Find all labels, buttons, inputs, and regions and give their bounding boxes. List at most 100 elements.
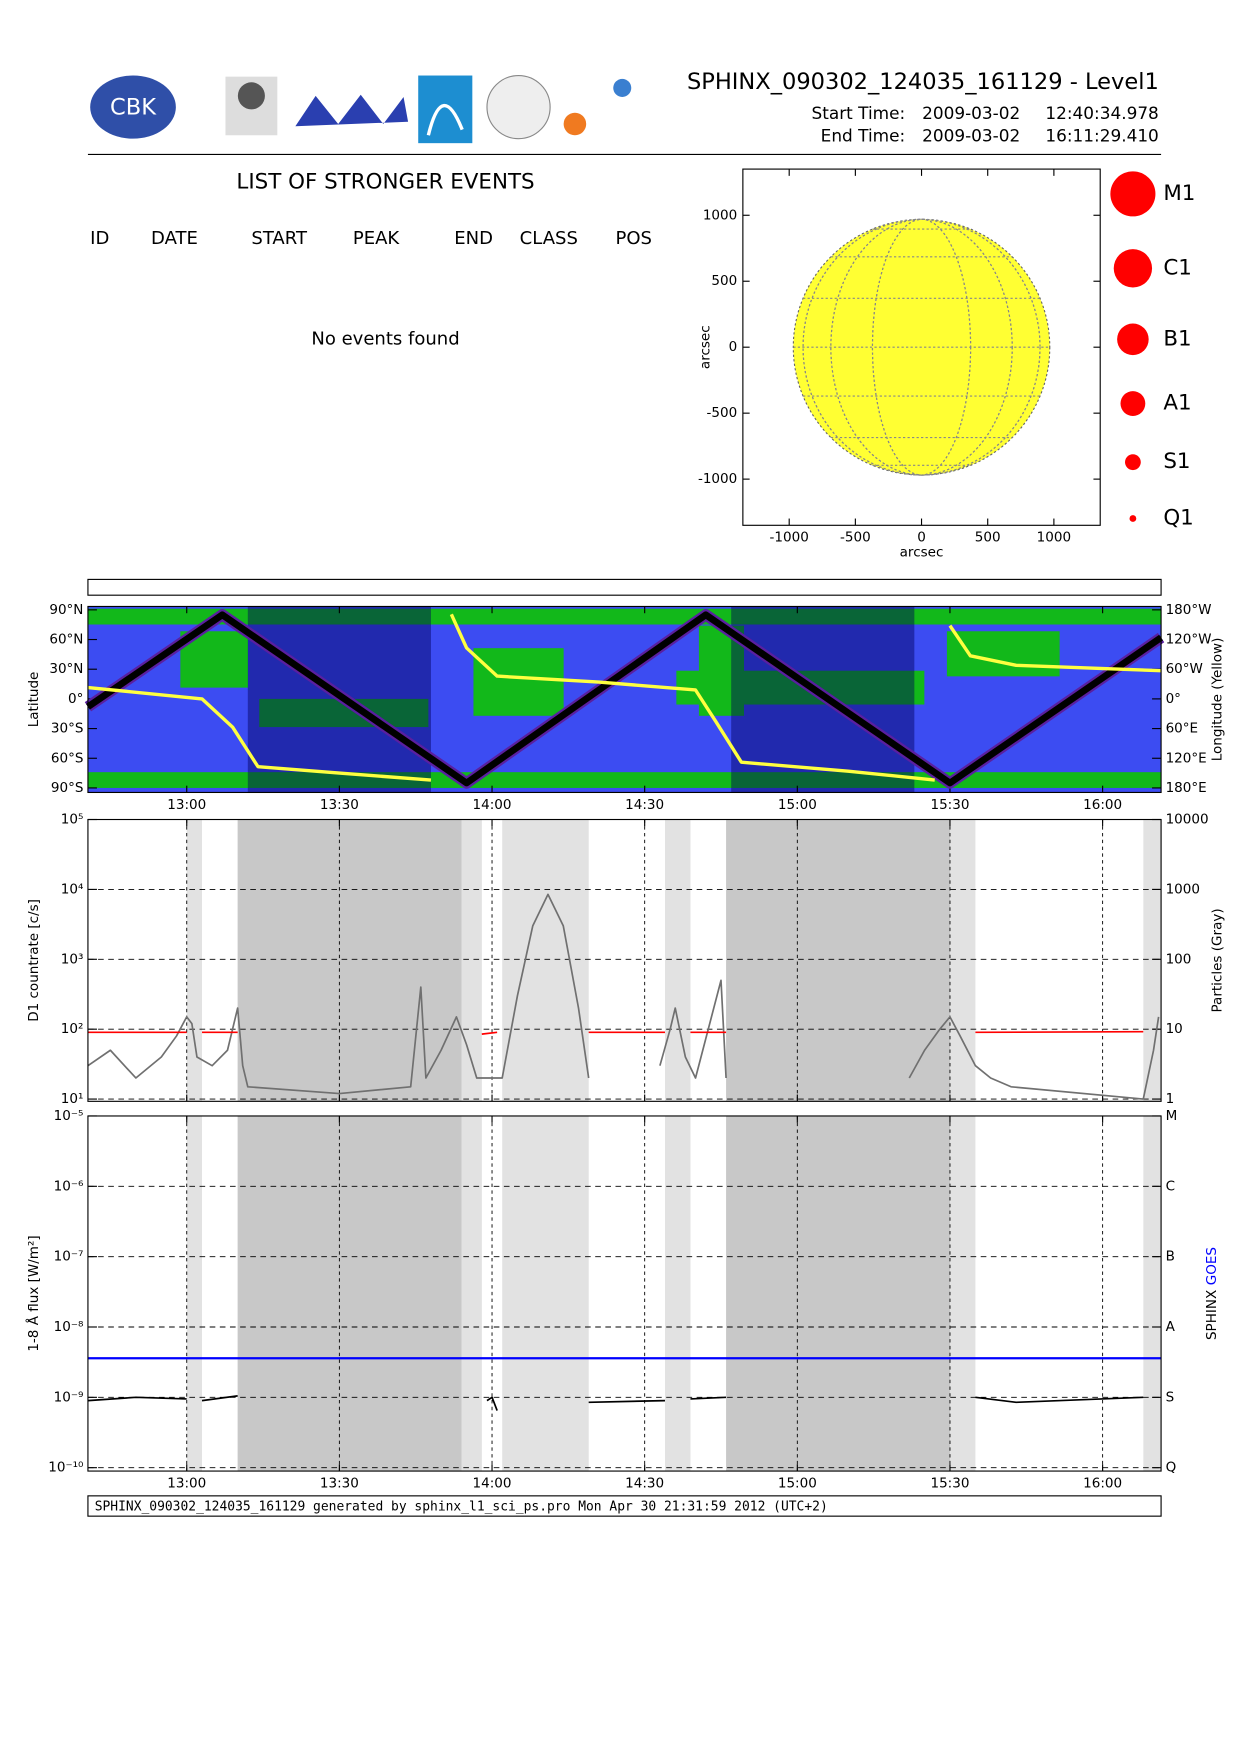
logo-seal — [486, 74, 551, 140]
y-tick-label: 500 — [711, 273, 737, 289]
y2-tick-label: M — [1166, 1108, 1178, 1124]
logos: CBK — [90, 74, 632, 144]
column-header: PEAK — [353, 228, 401, 249]
shaded-interval — [726, 1115, 950, 1472]
shaded-interval — [461, 819, 482, 1102]
shaded-interval — [665, 819, 691, 1102]
end-time: 16:11:29.410 — [1045, 125, 1158, 145]
plot-frame — [87, 1115, 1162, 1472]
y-axis-label: 1-8 Å flux [W/m²] — [25, 1235, 42, 1351]
y-axis-label: arcsec — [698, 325, 714, 369]
legend-marker — [1120, 391, 1146, 416]
legend: SPHINX GOES — [1204, 1247, 1220, 1340]
series-line — [87, 893, 1160, 1100]
y2-tick-label: Q — [1166, 1460, 1177, 1476]
y2-tick-label: B — [1166, 1249, 1175, 1265]
logo-arc-shape — [426, 104, 464, 136]
logo-miami — [295, 94, 409, 127]
track — [87, 613, 1162, 782]
y2-tick-label: 120°E — [1166, 750, 1207, 766]
series-line — [87, 1030, 1144, 1035]
y2-tick-label: 1 — [1166, 1091, 1175, 1107]
shaded-interval — [665, 1115, 691, 1472]
events-message: No events found — [311, 328, 459, 349]
legend-marker — [1129, 515, 1137, 522]
logo-sun — [563, 112, 587, 136]
legend-label: S1 — [1163, 449, 1190, 474]
end-date: 2009-03-02 — [922, 125, 1020, 145]
y-tick-label: 10⁻¹⁰ — [48, 1460, 83, 1476]
shaded-interval — [237, 819, 462, 1102]
shaded-interval — [186, 819, 203, 1102]
y-tick-label: 10¹ — [61, 1091, 84, 1107]
events-title: LIST OF STRONGER EVENTS — [236, 170, 534, 195]
y-axis-label: Latitude — [26, 672, 42, 728]
y2-tick-label: 60°E — [1166, 721, 1199, 737]
legend-marker — [1117, 323, 1149, 356]
x-tick-label: -1000 — [770, 530, 809, 546]
y-tick-label: 10⁻⁶ — [54, 1178, 84, 1194]
x-tick-label: 1000 — [1037, 530, 1071, 546]
logo-portrait — [237, 82, 265, 110]
x-tick-label: 14:00 — [473, 797, 512, 813]
x-tick-label: 14:30 — [625, 1475, 664, 1491]
land — [946, 631, 1060, 677]
x-tick-label: 13:00 — [167, 1475, 206, 1491]
logo-earth — [613, 78, 632, 97]
start-label: Start Time: — [812, 103, 906, 123]
legend-label: C1 — [1163, 255, 1192, 280]
y2-tick-label: 100 — [1166, 951, 1192, 967]
legend-label: M1 — [1163, 181, 1195, 206]
x-tick-label: 14:30 — [625, 797, 664, 813]
y-tick-label: 60°S — [51, 750, 84, 766]
y-tick-label: 90°S — [51, 780, 84, 796]
y-axis-label: D1 countrate [c/s] — [26, 899, 42, 1022]
land — [473, 648, 564, 716]
legend-entry: GOES — [1204, 1247, 1220, 1285]
y2-tick-label: C — [1166, 1178, 1175, 1194]
y-tick-label: 10³ — [61, 951, 84, 967]
logo-arc — [418, 75, 473, 144]
legend-label: Q1 — [1163, 506, 1193, 531]
legend-label: A1 — [1163, 391, 1191, 416]
y-tick-label: 60°N — [49, 632, 83, 648]
shaded-interval — [726, 819, 950, 1102]
start-time: 12:40:34.978 — [1045, 103, 1158, 123]
x-tick-label: -500 — [840, 530, 871, 546]
column-header: DATE — [151, 228, 198, 249]
y-tick-label: 0 — [729, 339, 738, 355]
shaded-interval — [502, 819, 589, 1102]
shaded-interval — [237, 1115, 462, 1472]
plot-frame — [87, 818, 1162, 1102]
shaded-interval — [186, 1115, 203, 1472]
footer-text: SPHINX_090302_124035_161129 generated by… — [95, 1500, 828, 1515]
y-tick-label: -1000 — [698, 471, 737, 487]
x-tick-label: 13:30 — [320, 797, 359, 813]
start-date: 2009-03-02 — [922, 103, 1020, 123]
y-tick-label: 10⁻⁷ — [54, 1249, 84, 1265]
y-tick-label: -500 — [707, 405, 738, 421]
logo-cbk — [90, 75, 176, 139]
x-tick-label: 16:00 — [1083, 797, 1122, 813]
y2-tick-label: 10 — [1166, 1021, 1183, 1037]
legend-marker — [1110, 171, 1156, 217]
plot-frame — [87, 605, 1162, 794]
column-header: END — [454, 228, 493, 249]
y2-tick-label: 120°W — [1166, 632, 1212, 648]
x-tick-label: 0 — [917, 530, 926, 546]
series-line — [87, 1395, 1144, 1411]
y2-axis-label: Particles (Gray) — [1209, 908, 1225, 1012]
y-tick-label: 10⁻⁸ — [54, 1319, 84, 1335]
track — [86, 611, 1163, 787]
logo-text: CBK — [110, 95, 157, 121]
y-tick-label: 10² — [61, 1021, 84, 1037]
shaded-interval — [949, 1115, 976, 1472]
footer-box — [87, 1495, 1162, 1517]
y-tick-label: 10⁴ — [61, 881, 84, 897]
legend-label: B1 — [1163, 326, 1191, 351]
y-tick-label: 10⁻⁹ — [54, 1389, 84, 1405]
legend-entry: SPHINX — [1204, 1290, 1220, 1340]
y2-axis-label: Longitude (Yellow) — [1209, 638, 1225, 762]
